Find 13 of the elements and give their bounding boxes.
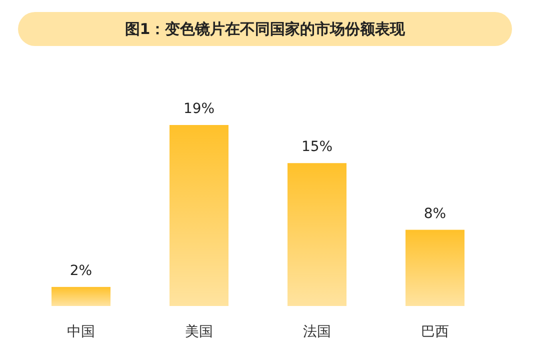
bar (288, 163, 346, 306)
x-tick-label: 法国 (303, 324, 331, 340)
data-label: 2% (70, 262, 92, 279)
x-tick-label: 巴西 (421, 324, 449, 340)
x-tick-label: 中国 (67, 324, 95, 340)
bar (406, 230, 464, 306)
data-label: 8% (424, 206, 446, 222)
bar (52, 286, 110, 306)
data-label: 15% (301, 139, 333, 156)
data-label: 19% (183, 101, 215, 117)
x-tick-label: 美国 (185, 324, 213, 340)
chart-title: 图1：变色镜片在不同国家的市场份额表现 (124, 20, 406, 38)
bar (170, 125, 228, 306)
